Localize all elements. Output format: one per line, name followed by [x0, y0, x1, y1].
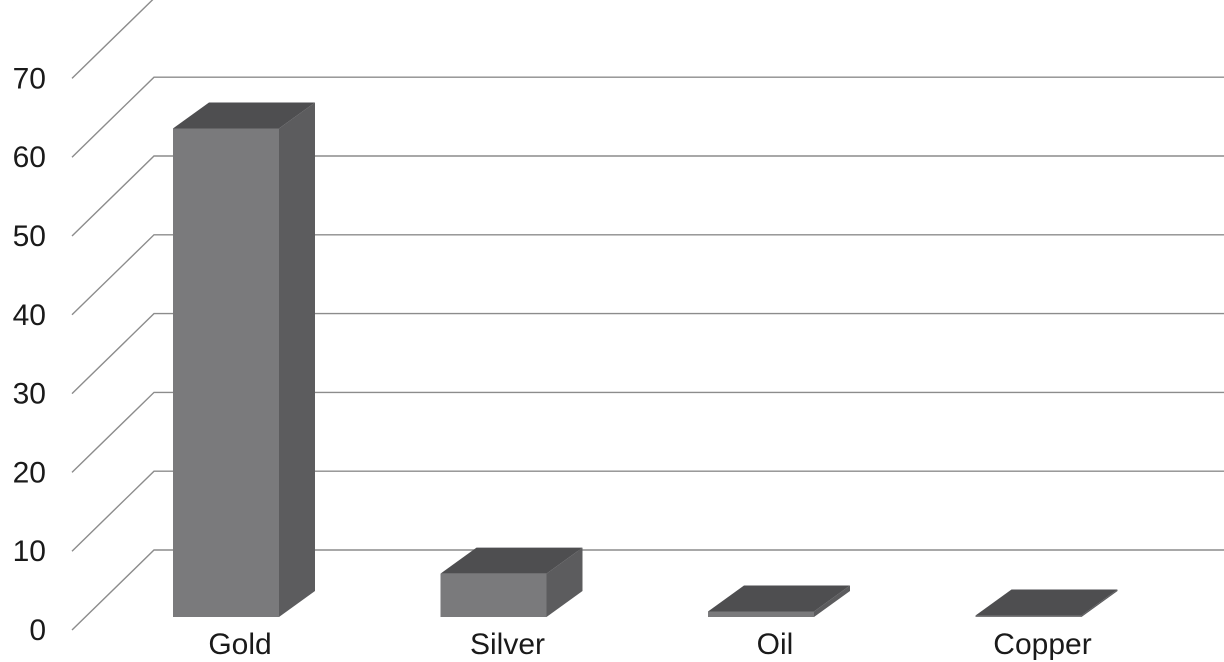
bar-front	[440, 573, 547, 617]
gridlines	[71, 0, 1224, 631]
bar-top	[708, 585, 850, 612]
gridline-40	[71, 234, 1224, 316]
y-axis-ticks: 0 10 20 30 40 50 60 70	[13, 62, 46, 647]
gridline-20	[71, 391, 1224, 473]
bar-top	[975, 589, 1118, 616]
y-tick-label: 50	[13, 220, 46, 253]
bar-side	[814, 585, 850, 617]
bar-gold	[173, 102, 315, 617]
bar-front	[173, 128, 279, 617]
bar-front	[708, 611, 814, 617]
bars	[173, 102, 1118, 617]
x-tick-label-oil: Oil	[757, 628, 794, 661]
x-tick-label-gold: Gold	[208, 628, 271, 661]
bar-front	[975, 615, 1082, 617]
gridline-70	[71, 0, 154, 79]
y-tick-label: 30	[13, 378, 46, 411]
bar-silver	[440, 547, 583, 617]
gridline-0	[71, 549, 1224, 631]
y-tick-label: 40	[13, 299, 46, 332]
gridline-10	[71, 470, 1224, 552]
bar-side	[546, 547, 583, 617]
bar-top	[440, 547, 583, 574]
y-tick-label: 70	[13, 62, 46, 95]
gridline-60	[71, 76, 1224, 158]
y-tick-label: 0	[29, 614, 46, 647]
x-tick-label-silver: Silver	[470, 628, 545, 661]
y-tick-label: 20	[13, 456, 46, 489]
gridline-50	[71, 155, 1224, 237]
bar-top	[173, 102, 315, 129]
y-tick-label: 10	[13, 535, 46, 568]
y-tick-label: 60	[13, 141, 46, 174]
bar-side	[1081, 589, 1118, 617]
bar-oil	[708, 585, 850, 617]
gridline-30	[71, 312, 1224, 395]
x-tick-label-copper: Copper	[993, 628, 1091, 661]
bar-copper	[975, 589, 1118, 617]
x-axis-labels: Gold Silver Oil Copper	[208, 628, 1091, 661]
bar-side	[279, 102, 315, 617]
